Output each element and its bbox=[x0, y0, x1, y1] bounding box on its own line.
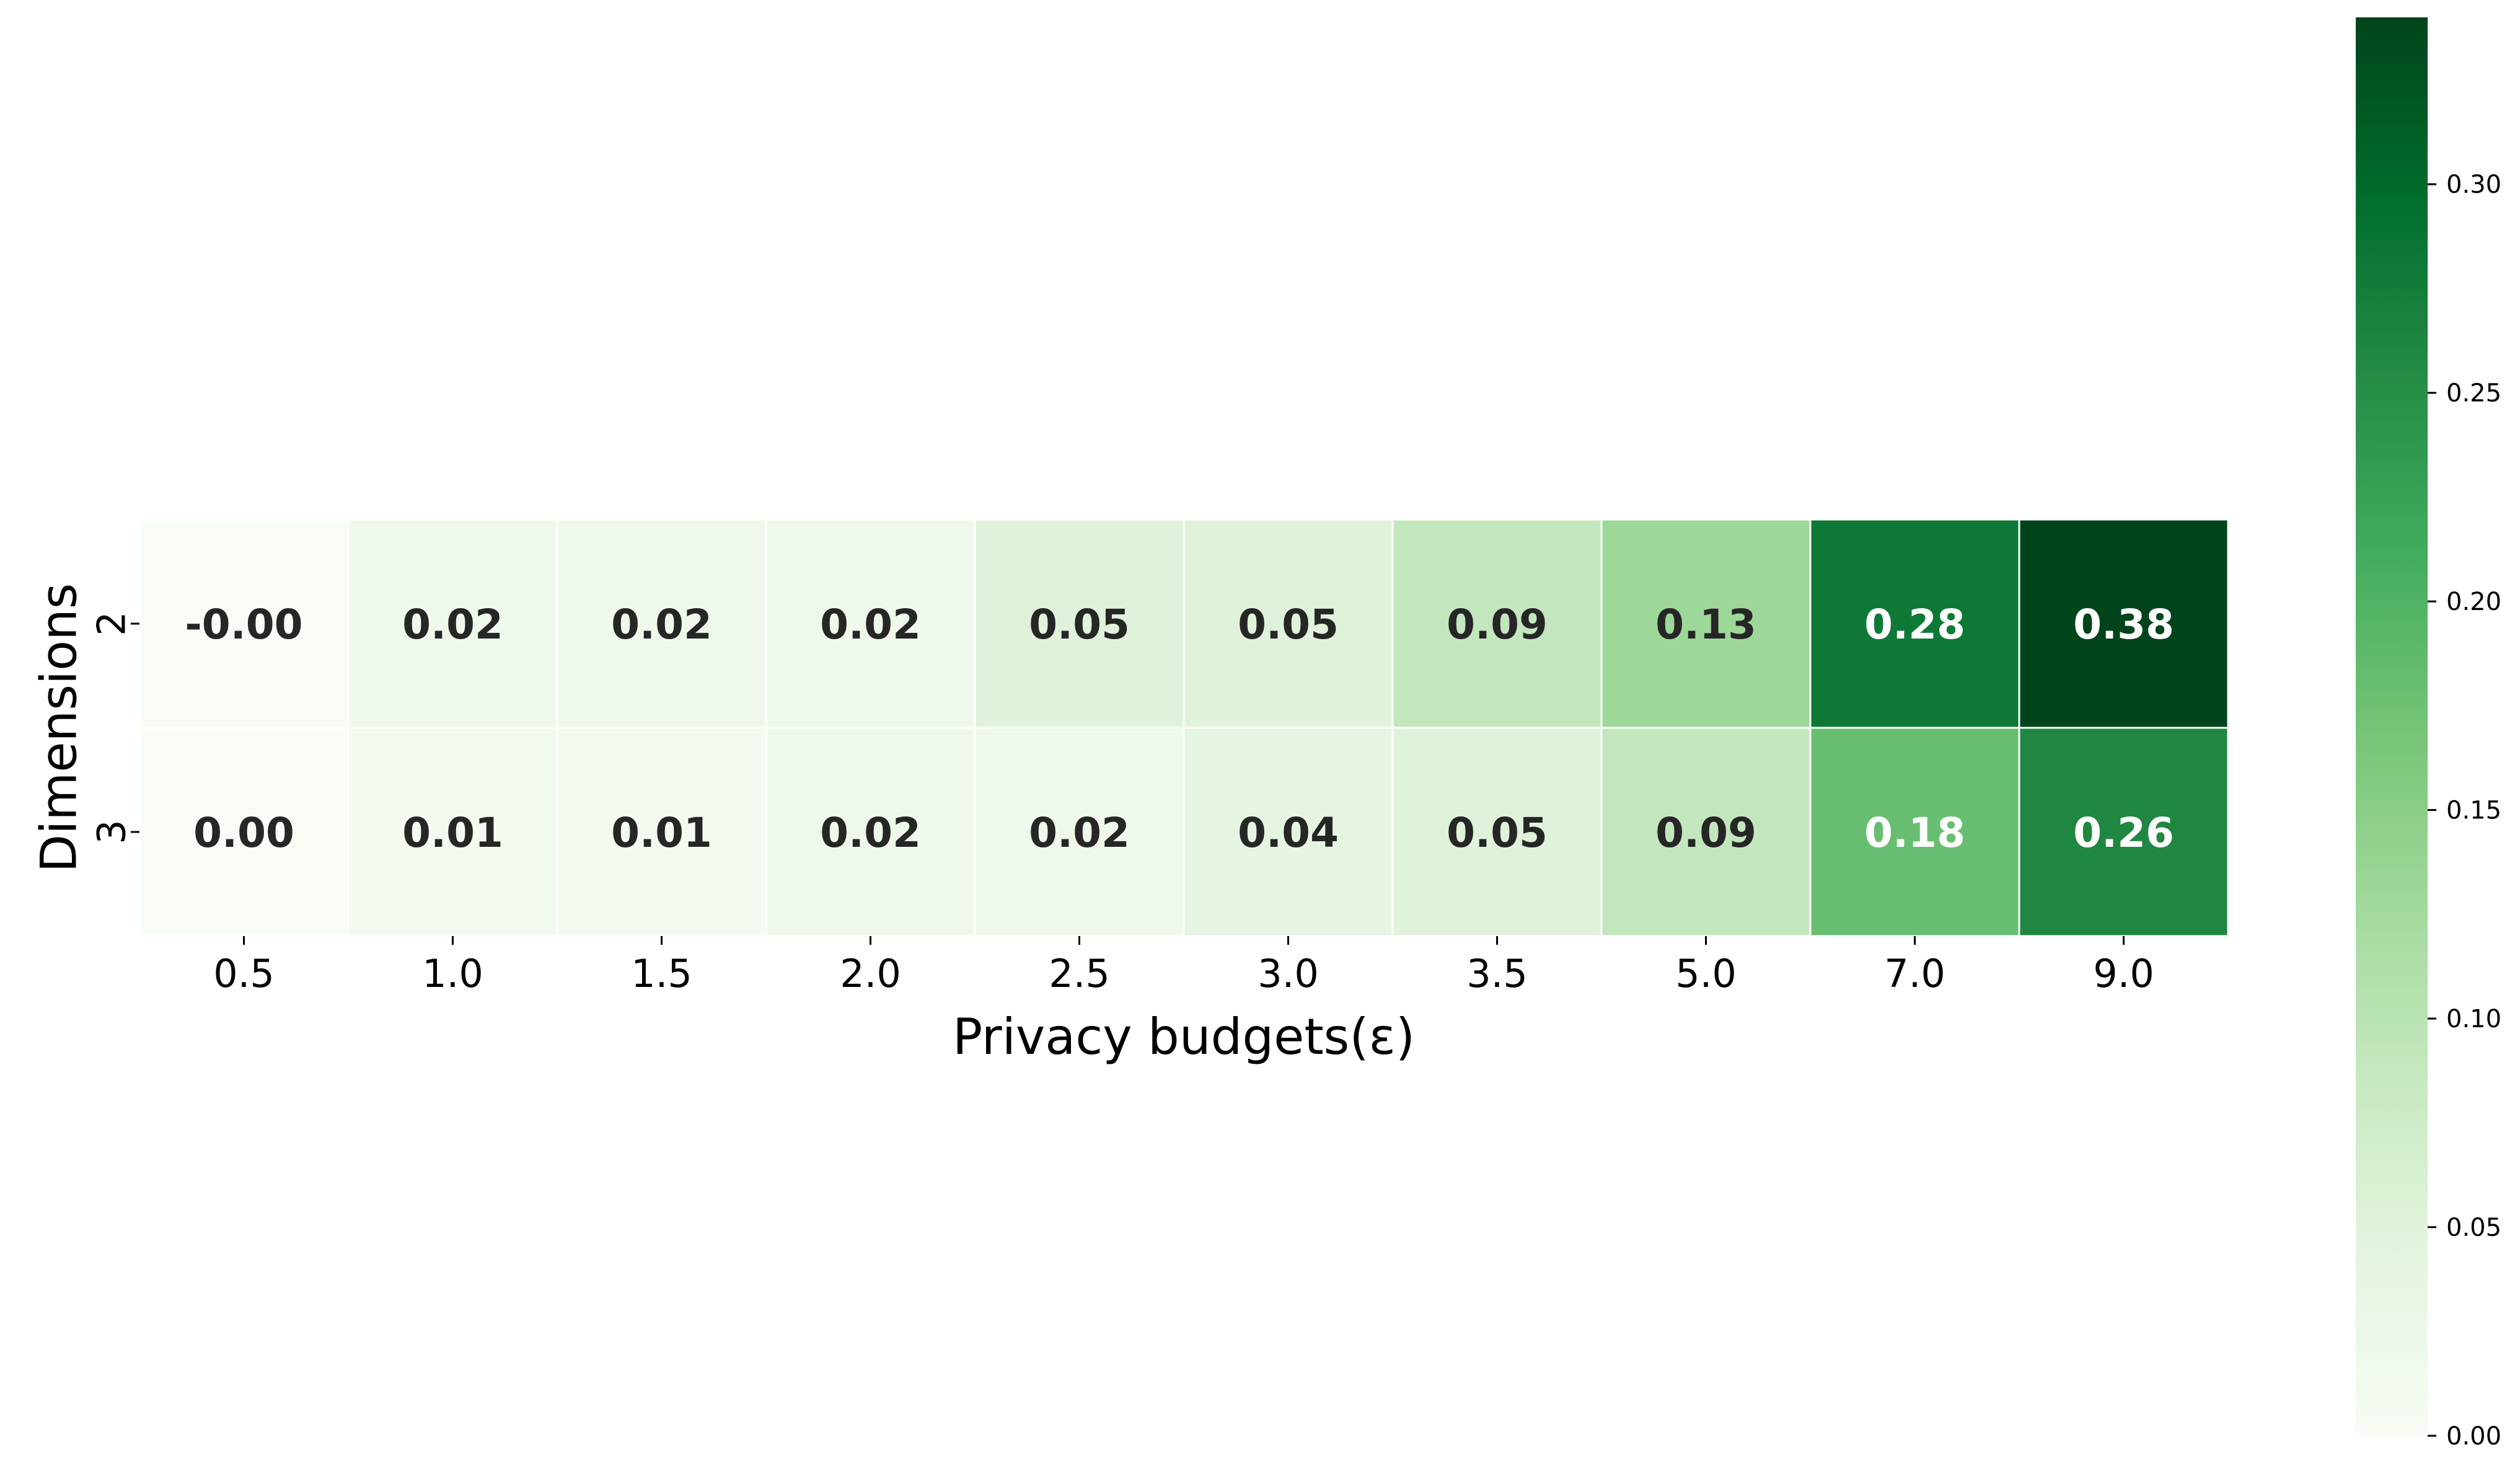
heatmap-cell bbox=[765, 727, 976, 937]
x-tick-label: 2.0 bbox=[840, 951, 901, 996]
y-axis-label: Dimensions bbox=[30, 583, 88, 873]
cell-value-label: 0.02 bbox=[1029, 809, 1130, 857]
y-axis: 23 bbox=[89, 611, 139, 844]
heatmap-cell bbox=[974, 727, 1185, 937]
heatmap-cell-labels: -0.00 0.02 0.02 0.02 0.05 0.05 0.09 0.13 0.28 0.3… bbox=[185, 601, 2174, 857]
heatmap-cells bbox=[138, 518, 2229, 937]
cell-value-label: 0.02 bbox=[402, 601, 503, 648]
cell-value-label: 0.01 bbox=[402, 809, 503, 857]
heatmap-cell bbox=[1183, 727, 1394, 937]
cell-value-label: 0.09 bbox=[1447, 601, 1548, 648]
heatmap-cell bbox=[138, 518, 350, 729]
heatmap-cell bbox=[2018, 727, 2229, 937]
x-tick-label: 1.0 bbox=[422, 951, 483, 996]
heatmap-cell bbox=[347, 518, 558, 729]
x-axis: 0.5 1.0 1.5 2.0 2.5 3.0 3.5 5.0 7.0 9.0 bbox=[213, 936, 2154, 996]
colorbar bbox=[2356, 17, 2428, 1436]
heatmap-cell bbox=[2018, 518, 2229, 729]
cell-value-label: 0.09 bbox=[1655, 809, 1756, 857]
cell-value-label: 0.01 bbox=[611, 809, 712, 857]
cell-value-label: 0.26 bbox=[2073, 809, 2174, 857]
heatmap-cell bbox=[1183, 518, 1394, 729]
x-tick-label: 1.5 bbox=[631, 951, 692, 996]
heatmap-cell bbox=[1809, 727, 2020, 937]
cell-value-label: 0.02 bbox=[820, 809, 921, 857]
heatmap-cell bbox=[1391, 727, 1603, 937]
x-axis-label: Privacy budgets(ε) bbox=[953, 1008, 1415, 1066]
cell-value-label: 0.02 bbox=[820, 601, 921, 648]
heatmap-cell bbox=[347, 727, 558, 937]
x-tick-label: 3.0 bbox=[1258, 951, 1319, 996]
colorbar-tick-label: 0.25 bbox=[2446, 379, 2501, 408]
cell-value-label: 0.18 bbox=[1864, 809, 1965, 857]
colorbar-tick-label: 0.20 bbox=[2446, 588, 2501, 616]
x-tick-label: 9.0 bbox=[2093, 951, 2154, 996]
x-tick-label: 3.5 bbox=[1466, 951, 1528, 996]
cell-value-label: 0.00 bbox=[193, 809, 294, 857]
x-tick-label: 0.5 bbox=[213, 951, 275, 996]
heatmap-cell bbox=[556, 518, 767, 729]
heatmap-cell bbox=[765, 518, 976, 729]
colorbar-tick-label: 0.15 bbox=[2446, 797, 2501, 825]
x-tick-label: 2.5 bbox=[1049, 951, 1110, 996]
cell-value-label: -0.00 bbox=[185, 601, 302, 648]
heatmap-cell bbox=[1600, 518, 1812, 729]
cell-value-label: 0.05 bbox=[1447, 809, 1548, 857]
colorbar-tick-label: 0.05 bbox=[2446, 1214, 2501, 1242]
colorbar-ticks: 0.00 0.05 0.10 0.15 0.20 0.25 0.30 bbox=[2428, 170, 2501, 1451]
cell-value-label: 0.02 bbox=[611, 601, 712, 648]
heatmap-cell bbox=[1600, 727, 1812, 937]
heatmap-cell bbox=[974, 518, 1185, 729]
y-tick-label: 3 bbox=[89, 820, 134, 844]
y-tick-label: 2 bbox=[89, 611, 134, 635]
x-tick-label: 7.0 bbox=[1884, 951, 1945, 996]
cell-value-label: 0.04 bbox=[1238, 809, 1339, 857]
colorbar-tick-label: 0.00 bbox=[2446, 1422, 2501, 1451]
colorbar-tick-label: 0.10 bbox=[2446, 1005, 2501, 1033]
cell-value-label: 0.38 bbox=[2073, 601, 2174, 648]
x-tick-label: 5.0 bbox=[1675, 951, 1737, 996]
cell-value-label: 0.28 bbox=[1864, 601, 1965, 648]
cell-value-label: 0.05 bbox=[1238, 601, 1339, 648]
cell-value-label: 0.13 bbox=[1655, 601, 1756, 648]
heatmap-cell bbox=[556, 727, 767, 937]
cell-value-label: 0.05 bbox=[1029, 601, 1130, 648]
colorbar-tick-label: 0.30 bbox=[2446, 170, 2501, 199]
